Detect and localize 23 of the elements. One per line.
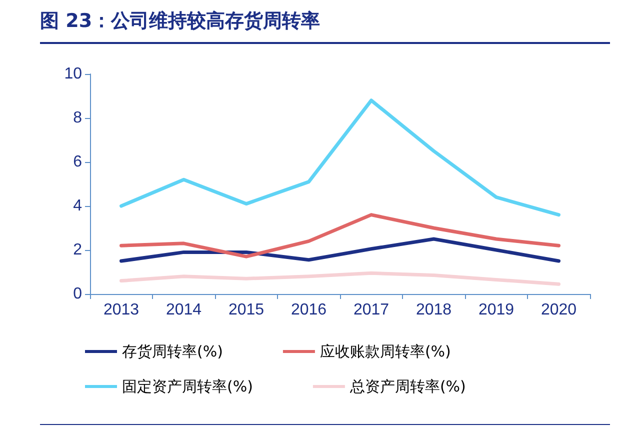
- y-tick-label: 2: [73, 242, 82, 258]
- line-series: [120, 271, 560, 286]
- legend-label: 存货周转率(%): [122, 342, 223, 360]
- x-tick-label: 2020: [540, 302, 577, 318]
- chart-title: 图 23：公司维持较高存货周转率: [40, 9, 320, 34]
- line-series: [120, 237, 560, 263]
- x-tick-label: 2015: [228, 302, 264, 318]
- x-tick-label: 2019: [478, 302, 514, 318]
- x-tick-label: 2018: [416, 302, 452, 318]
- y-tick-label: 4: [73, 198, 82, 214]
- x-tick-label: 2014: [166, 302, 202, 318]
- y-tick-label: 6: [73, 154, 82, 170]
- y-tick-label: 10: [64, 66, 82, 82]
- legend-label: 总资产周转率(%): [348, 378, 466, 396]
- x-tick-label: 2017: [353, 302, 390, 318]
- x-tick-label: 2016: [290, 302, 327, 318]
- legend-label: 应收账款周转率(%): [320, 342, 451, 360]
- line-series: [120, 98, 560, 217]
- line-series: [120, 213, 560, 258]
- legend-label: 固定资产周转率(%): [122, 378, 253, 396]
- x-tick-label: 2013: [103, 302, 140, 318]
- y-tick-label: 8: [73, 110, 82, 126]
- y-tick-label: 0: [73, 286, 82, 302]
